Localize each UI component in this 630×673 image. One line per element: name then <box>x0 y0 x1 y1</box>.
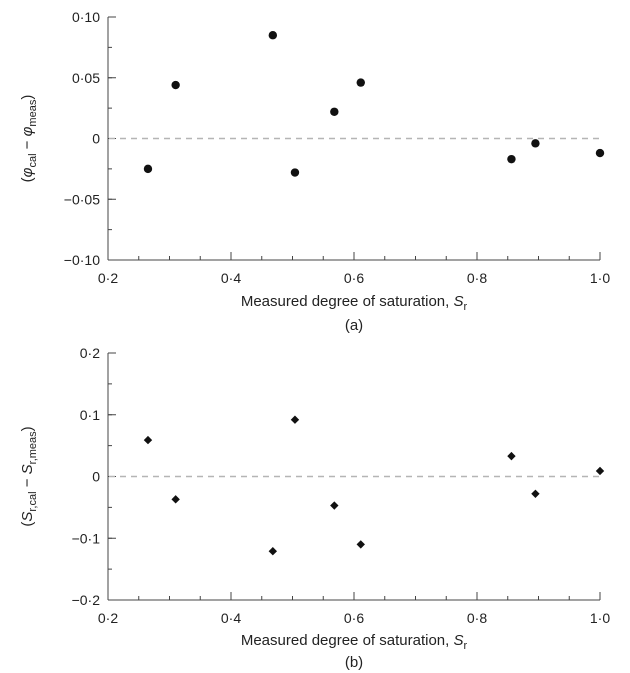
data-point <box>595 148 605 158</box>
data-point <box>143 164 153 174</box>
y-axis-title: (Sr,cal − Sr,meas) <box>19 426 39 526</box>
x-tick-label: 0·4 <box>221 610 241 626</box>
y-tick-label: 0 <box>92 469 100 485</box>
y-axis-title-subscript: r,meas <box>27 431 39 465</box>
data-point <box>531 489 540 498</box>
y-axis-title-open: ( <box>19 522 36 527</box>
x-tick-label: 0·8 <box>467 610 487 626</box>
x-axis-title-variable: S <box>453 293 463 310</box>
y-axis-title-minus: − <box>19 474 36 491</box>
y-tick-label: 0·1 <box>80 407 100 423</box>
y-axis-title: (φcal − φmeas) <box>19 95 39 183</box>
y-tick-label: −0·10 <box>64 252 100 268</box>
panel-label: (a) <box>345 317 363 334</box>
data-point <box>507 451 516 461</box>
x-axis-title: Measured degree of saturation, Sr <box>241 293 468 313</box>
x-tick-label: 0·2 <box>98 610 118 626</box>
y-axis-title-subscript: meas <box>27 99 39 126</box>
y-axis-title-variable: S <box>19 512 36 522</box>
panel-label: (b) <box>345 654 363 671</box>
x-axis-title-text: Measured degree of saturation, <box>241 293 454 310</box>
x-tick-label: 1·0 <box>590 270 610 286</box>
data-point <box>330 107 339 116</box>
x-tick-label: 0·4 <box>221 270 241 286</box>
x-tick-label: 1·0 <box>590 610 610 626</box>
y-tick-label: 0·2 <box>80 345 100 361</box>
data-point <box>171 80 180 90</box>
data-point <box>330 501 339 510</box>
data-point <box>290 168 300 177</box>
x-tick-label: 0·2 <box>98 270 118 286</box>
y-tick-label: −0·05 <box>64 191 100 207</box>
y-axis-title-variable: S <box>19 464 36 474</box>
y-tick-label: 0 <box>92 131 100 147</box>
y-tick-label: −0·1 <box>72 530 101 546</box>
x-tick-label: 0·6 <box>344 610 364 626</box>
y-axis-title-subscript: r,cal <box>27 491 39 511</box>
y-tick-label: −0·2 <box>72 592 101 608</box>
data-point <box>268 547 278 556</box>
data-point <box>290 415 300 424</box>
x-axis-title-variable: S <box>453 632 463 649</box>
x-axis-title-text: Measured degree of saturation, <box>241 632 454 649</box>
x-tick-label: 0·6 <box>344 270 364 286</box>
data-point <box>356 78 365 87</box>
data-point <box>595 466 605 476</box>
chart-panel-a: −0·10 −0·05 0 0·05 0·10 0·2 0·4 0·6 0·8 1·0 Measur… <box>19 9 610 334</box>
x-axis-title-subscript: r <box>463 640 467 652</box>
chart-panel-b: −0·2 −0·1 0 0·1 0·2 0·2 0·4 0·6 0·8 1·0 Measured d… <box>19 345 610 671</box>
data-point <box>356 540 365 549</box>
x-axis-title: Measured degree of saturation, Sr <box>241 632 468 652</box>
y-axis-title-close: ) <box>19 95 36 100</box>
y-tick-label: 0·10 <box>72 9 100 25</box>
data-point <box>143 435 153 445</box>
y-tick-label: 0·05 <box>72 70 100 86</box>
x-axis-title-subscript: r <box>463 301 467 313</box>
y-axis-title-minus: − <box>19 136 36 153</box>
y-axis-title-variable: φ <box>19 126 36 136</box>
data-point <box>171 495 180 504</box>
data-point <box>531 139 540 148</box>
y-axis-title-open: ( <box>19 177 36 182</box>
x-tick-label: 0·8 <box>467 270 487 286</box>
data-point <box>268 31 278 40</box>
y-axis-title-close: ) <box>19 426 36 431</box>
y-axis-title-variable: φ <box>19 167 36 177</box>
y-axis-title-subscript: cal <box>27 153 39 167</box>
data-point <box>507 154 516 164</box>
